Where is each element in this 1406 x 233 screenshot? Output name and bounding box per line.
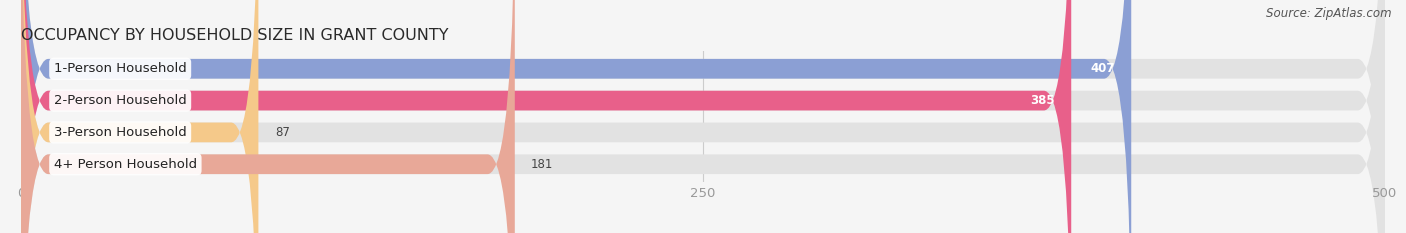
Text: OCCUPANCY BY HOUSEHOLD SIZE IN GRANT COUNTY: OCCUPANCY BY HOUSEHOLD SIZE IN GRANT COU… [21, 28, 449, 43]
FancyBboxPatch shape [21, 0, 515, 233]
Text: 4+ Person Household: 4+ Person Household [53, 158, 197, 171]
Text: 385: 385 [1031, 94, 1054, 107]
Text: 1-Person Household: 1-Person Household [53, 62, 187, 75]
FancyBboxPatch shape [21, 0, 1385, 233]
FancyBboxPatch shape [21, 0, 1385, 233]
Text: 407: 407 [1091, 62, 1115, 75]
Text: 2-Person Household: 2-Person Household [53, 94, 187, 107]
Text: 3-Person Household: 3-Person Household [53, 126, 187, 139]
Text: 181: 181 [531, 158, 554, 171]
FancyBboxPatch shape [21, 0, 1071, 233]
FancyBboxPatch shape [21, 0, 259, 233]
FancyBboxPatch shape [21, 0, 1132, 233]
FancyBboxPatch shape [21, 0, 1385, 233]
FancyBboxPatch shape [21, 0, 1385, 233]
Text: Source: ZipAtlas.com: Source: ZipAtlas.com [1267, 7, 1392, 20]
Text: 87: 87 [274, 126, 290, 139]
